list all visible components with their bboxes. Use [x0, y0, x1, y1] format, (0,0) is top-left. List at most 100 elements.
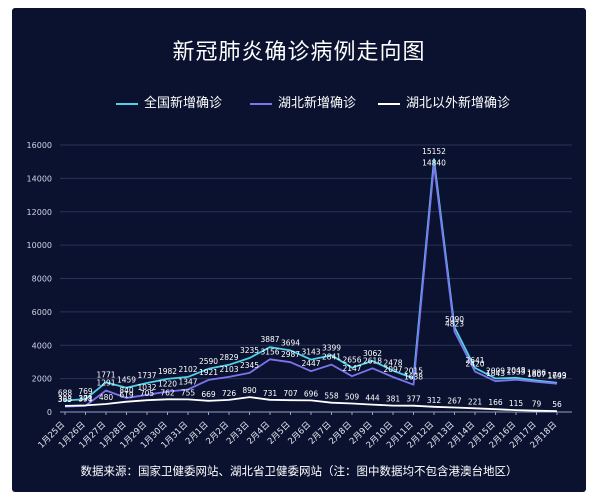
y-tick-label: 2000 — [32, 375, 52, 384]
data-label-series-1: 1220 — [158, 380, 177, 389]
data-label-series-1: 2618 — [363, 356, 382, 365]
legend-label-outside-hubei: 湖北以外新增确诊 — [406, 96, 511, 111]
data-label-series-0: 2656 — [342, 356, 361, 365]
data-label-series-2: 381 — [386, 395, 401, 404]
data-label-series-2: 365 — [58, 395, 73, 404]
data-label-series-2: 619 — [119, 391, 134, 400]
y-tick-label: 6000 — [32, 308, 52, 317]
data-label-series-1: 1693 — [547, 372, 566, 381]
data-label-series-0: 3694 — [281, 338, 300, 347]
chart-panel: 新冠肺炎确诊病例走向图 全国新增确诊 湖北新增确诊 湖北以外新增确诊 数据来源：… — [12, 8, 586, 492]
data-label-series-2: 56 — [552, 400, 562, 409]
data-label-series-0: 1749 — [547, 371, 566, 380]
data-label-series-2: 79 — [532, 400, 542, 409]
data-label-series-2: 221 — [468, 397, 483, 406]
data-label-series-2: 726 — [222, 389, 237, 398]
legend-item-hubei[interactable]: 湖北新增确诊 — [250, 94, 356, 114]
data-label-series-2: 762 — [160, 388, 175, 397]
data-label-series-1: 4823 — [445, 320, 464, 329]
series-line-0 — [64, 158, 558, 402]
data-label-series-2: 166 — [488, 398, 503, 407]
data-label-series-1: 1032 — [137, 383, 156, 392]
legend-swatch-national — [116, 102, 138, 105]
data-label-series-1: 2345 — [240, 361, 259, 370]
data-label-series-0: 3143 — [301, 348, 320, 357]
legend-item-outside-hubei[interactable]: 湖北以外新增确诊 — [378, 94, 510, 114]
data-label-series-0: 3399 — [322, 343, 341, 352]
data-source-note: 数据来源：国家卫健委网站、湖北省卫健委网站（注：图中数据均不包含港澳台地区） — [80, 464, 518, 478]
data-label-series-1: 371 — [78, 394, 93, 403]
data-label-series-2: 696 — [304, 389, 319, 398]
data-label-series-2: 890 — [242, 386, 257, 395]
legend-item-national[interactable]: 全国新增确诊 — [116, 94, 222, 114]
data-label-series-0: 1771 — [96, 370, 115, 379]
data-label-series-1: 2097 — [383, 365, 402, 374]
y-tick-label: 14000 — [27, 174, 52, 183]
data-label-series-2: 115 — [509, 399, 524, 408]
y-tick-label: 10000 — [27, 241, 52, 250]
data-label-series-0: 2641 — [465, 356, 484, 365]
data-label-series-0: 1982 — [158, 367, 177, 376]
data-label-series-1: 1807 — [527, 370, 546, 379]
data-label-series-0: 15152 — [422, 147, 446, 156]
data-label-series-0: 5090 — [445, 315, 464, 324]
data-label-series-1: 1291 — [96, 378, 115, 387]
data-label-series-0: 1737 — [137, 371, 156, 380]
data-label-series-2: 669 — [201, 390, 216, 399]
chart-title: 新冠肺炎确诊病例走向图 — [172, 40, 426, 65]
data-label-series-1: 2147 — [342, 364, 361, 373]
data-label-series-1: 2447 — [301, 359, 320, 368]
data-label-series-1: 2841 — [322, 353, 341, 362]
data-label-series-0: 3235 — [240, 346, 259, 355]
data-label-series-1: 3156 — [260, 347, 279, 356]
data-label-series-2: 312 — [427, 396, 442, 405]
data-label-series-0: 2590 — [199, 357, 218, 366]
data-label-series-1: 1921 — [199, 368, 218, 377]
data-label-series-2: 509 — [345, 393, 360, 402]
data-label-series-0: 2048 — [506, 366, 525, 375]
data-label-series-2: 377 — [406, 395, 421, 404]
data-label-series-1: 2987 — [281, 350, 300, 359]
data-label-series-0: 688 — [58, 389, 73, 398]
y-tick-label: 8000 — [32, 275, 52, 284]
data-label-series-2: 707 — [283, 389, 298, 398]
data-label-series-2: 705 — [140, 389, 155, 398]
data-label-series-1: 1638 — [404, 373, 423, 382]
y-tick-label: 16000 — [27, 141, 52, 150]
data-label-series-1: 1933 — [506, 368, 525, 377]
data-label-series-2: 755 — [181, 388, 196, 397]
data-label-series-1: 2420 — [465, 360, 484, 369]
legend: 全国新增确诊 湖北新增确诊 湖北以外新增确诊 — [12, 94, 586, 114]
y-tick-label: 0 — [47, 408, 52, 417]
data-label-series-1: 1347 — [178, 378, 197, 387]
data-label-series-2: 480 — [99, 393, 114, 402]
data-label-series-1: 1843 — [486, 369, 505, 378]
data-label-series-0: 2829 — [219, 353, 238, 362]
data-label-series-2: 444 — [365, 394, 380, 403]
legend-swatch-outside-hubei — [378, 102, 400, 105]
data-label-series-0: 1886 — [527, 369, 546, 378]
y-tick-label: 4000 — [32, 341, 52, 350]
data-label-series-1: 840 — [119, 386, 134, 395]
data-label-series-2: 731 — [263, 389, 278, 398]
legend-swatch-hubei — [250, 102, 272, 105]
series-line-1 — [64, 163, 558, 408]
data-label-series-0: 3887 — [260, 335, 279, 344]
data-label-series-1: 323 — [58, 395, 73, 404]
data-label-series-2: 558 — [324, 392, 339, 401]
legend-label-hubei: 湖北新增确诊 — [278, 96, 357, 111]
legend-label-national: 全国新增确诊 — [144, 96, 223, 111]
data-label-series-0: 2009 — [486, 366, 505, 375]
data-label-series-0: 1459 — [117, 376, 136, 385]
data-label-series-0: 2478 — [383, 359, 402, 368]
data-label-series-1: 2103 — [219, 365, 238, 374]
series-line-2 — [64, 396, 558, 412]
data-label-series-2: 398 — [78, 394, 93, 403]
data-label-series-0: 769 — [78, 387, 93, 396]
data-label-series-2: 267 — [447, 397, 462, 406]
data-label-series-0: 2102 — [178, 365, 197, 374]
data-label-series-0: 3062 — [363, 349, 382, 358]
y-tick-label: 12000 — [27, 208, 52, 217]
